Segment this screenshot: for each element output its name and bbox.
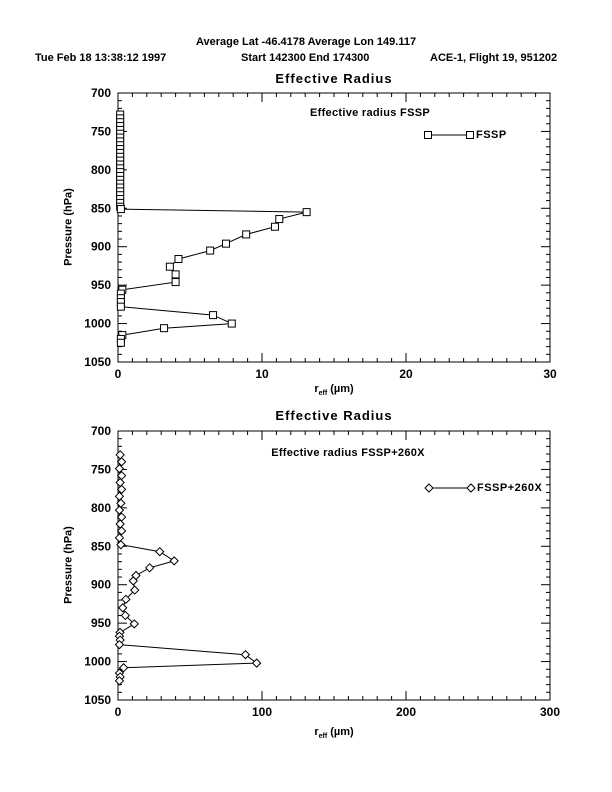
- chart-2: 0 100 200 300 700 750 800 850 900 950 1000 1050: [84, 424, 560, 719]
- marker-square: [227, 319, 236, 328]
- x-tick-label: 200: [396, 705, 416, 719]
- header-time-range: Start 142300 End 174300: [241, 52, 370, 64]
- y-tick-label: 900: [91, 578, 111, 592]
- marker-square: [466, 131, 474, 139]
- marker-diamond: [129, 619, 139, 629]
- y-tick-label: 850: [91, 539, 111, 553]
- marker-diamond: [118, 603, 128, 613]
- marker-diamond: [128, 576, 138, 586]
- y-tick-label: 850: [91, 201, 111, 215]
- chart2-legend-label: FSSP+260X: [477, 482, 543, 494]
- y-tick-label: 750: [91, 124, 111, 138]
- marker-diamond: [116, 470, 127, 481]
- x-tick-label: 30: [543, 367, 557, 381]
- chart2-y-axis-label: Pressure (hPa): [62, 526, 75, 604]
- y-tick-label: 1000: [84, 317, 111, 331]
- chart2-x-axis-label: reff (µm): [118, 726, 550, 743]
- chart1-x-axis-label: reff (µm): [118, 383, 550, 400]
- marker-square: [275, 215, 284, 224]
- marker-diamond: [114, 533, 125, 543]
- marker-diamond: [144, 563, 155, 573]
- y-tick-label: 900: [91, 240, 111, 254]
- y-tick-label: 700: [91, 424, 111, 438]
- chart1-xlabel-base: r: [314, 383, 319, 395]
- marker-square: [302, 208, 311, 217]
- chart1-title: Effective Radius: [275, 71, 393, 86]
- y-tick-label: 1000: [84, 655, 111, 669]
- series-line: [118, 454, 259, 681]
- marker-diamond: [114, 463, 125, 474]
- marker-diamond: [155, 546, 165, 557]
- marker-diamond: [251, 658, 262, 668]
- marker-diamond: [466, 483, 476, 493]
- chart2-xlabel-base: r: [314, 726, 319, 738]
- marker-square: [222, 239, 230, 248]
- x-tick-label: 300: [540, 705, 560, 719]
- y-tick-label: 950: [91, 616, 111, 630]
- y-tick-label: 800: [91, 163, 111, 177]
- marker-diamond: [116, 457, 127, 467]
- marker-square: [206, 246, 215, 255]
- marker-diamond: [129, 585, 140, 595]
- header-average-latlon: Average Lat -46.4178 Average Lon 149.117: [195, 36, 417, 48]
- marker-square: [171, 278, 180, 287]
- marker-diamond: [169, 556, 179, 566]
- header-timestamp: Tue Feb 18 13:38:12 1997: [35, 52, 167, 64]
- marker-square: [424, 131, 432, 139]
- chart2-title: Effective Radius: [275, 408, 393, 423]
- chart-1: 0 10 20 30 700 750 800 850 900 950 1000 1050: [84, 86, 557, 381]
- marker-diamond: [114, 505, 125, 515]
- marker-diamond: [116, 484, 127, 495]
- marker-diamond: [115, 477, 125, 488]
- marker-diamond: [424, 483, 434, 493]
- marker-diamond: [240, 649, 251, 660]
- y-tick-label: 1050: [84, 355, 111, 369]
- x-tick-label: 20: [399, 367, 413, 381]
- x-tick-label: 100: [252, 705, 272, 719]
- marker-square: [116, 205, 125, 214]
- x-tick-label: 0: [115, 367, 122, 381]
- chart2-xlabel-unit: (µm): [327, 726, 354, 738]
- y-tick-label: 700: [91, 86, 111, 100]
- y-tick-label: 1050: [84, 693, 111, 707]
- marker-square: [242, 230, 251, 239]
- chart2-annotation: Effective radius FSSP+260X: [271, 447, 425, 459]
- marker-square: [270, 222, 279, 231]
- marker-square: [160, 324, 169, 333]
- y-tick-label: 950: [91, 278, 111, 292]
- y-tick-label: 800: [91, 501, 111, 515]
- chart1-legend-label: FSSP: [476, 129, 507, 141]
- marker-diamond: [115, 450, 125, 460]
- marker-diamond: [114, 491, 125, 502]
- chart1-xlabel-sub: eff: [318, 390, 328, 398]
- marker-square: [174, 255, 183, 264]
- marker-square: [116, 338, 125, 347]
- chart2-xlabel-sub: eff: [318, 733, 328, 741]
- chart1-xlabel-unit: (µm): [327, 383, 354, 395]
- marker-square: [165, 262, 174, 271]
- chart1-annotation: Effective radius FSSP: [309, 107, 430, 119]
- chart1-y-axis-label: Pressure (hPa): [62, 188, 75, 266]
- y-tick-label: 750: [91, 462, 111, 476]
- marker-square: [209, 311, 218, 320]
- x-tick-label: 10: [255, 367, 269, 381]
- marker-diamond: [114, 639, 125, 650]
- marker-diamond: [116, 540, 126, 550]
- marker-diamond: [121, 594, 131, 605]
- marker-diamond: [120, 610, 131, 621]
- marker-diamond: [116, 512, 127, 522]
- marker-square: [171, 270, 180, 279]
- marker-diamond: [114, 676, 125, 686]
- marker-diamond: [115, 519, 125, 529]
- x-tick-label: 0: [115, 705, 122, 719]
- marker-square: [116, 302, 125, 311]
- marker-diamond: [118, 663, 129, 673]
- marker-diamond: [116, 526, 127, 536]
- chart-frame: [117, 430, 551, 701]
- header-flight-id: ACE-1, Flight 19, 951202: [430, 52, 558, 64]
